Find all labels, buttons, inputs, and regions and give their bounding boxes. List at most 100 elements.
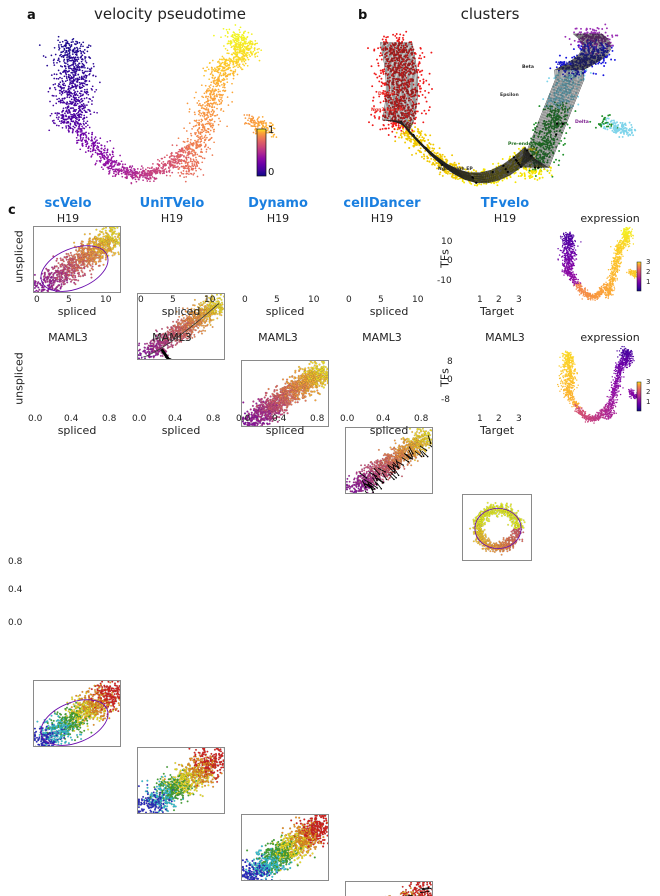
panel-a-umap-svg [25, 22, 285, 187]
expression-umap-r1 [552, 224, 642, 302]
xlabel-r1c0: spliced [32, 305, 122, 318]
exp-cb-r1-1: 1 [646, 278, 650, 286]
ylabel-r2: unspliced [13, 344, 26, 414]
phase-plot-unitvelo-maml3[interactable] [137, 747, 225, 814]
xlabel-r2c1: spliced [136, 424, 226, 437]
ytick-r1-2: 0.8 [8, 557, 22, 567]
phase-plot-celldancer-maml3[interactable] [345, 881, 433, 896]
expression-colorbar-r1 [636, 262, 644, 292]
method-title-unitvelo: UniTVelo [122, 196, 222, 211]
gene-title-r1-scvelo: H19 [18, 212, 118, 225]
gene-title-r1-tfvelo: H19 [450, 212, 560, 225]
xtick-r2c0-2: 0.8 [102, 414, 116, 424]
panel-b-umap [345, 20, 645, 190]
ytick-r2-tf-0: -8 [441, 395, 450, 405]
xlabel-r2c3: spliced [344, 424, 434, 437]
cluster-label-beta: Beta [522, 65, 534, 70]
xlabel-r1-tfvelo: Target [462, 305, 532, 318]
xlabel-r1c2: spliced [240, 305, 330, 318]
xtick-r2-tf-0: 1 [477, 414, 483, 424]
cluster-label-delta: Delta [575, 120, 589, 125]
xtick-r1c1-0: 0 [138, 295, 144, 305]
expression-umap-r2 [552, 343, 642, 425]
xlabel-r2c0: spliced [32, 424, 122, 437]
xtick-r1c1-2: 10 [204, 295, 215, 305]
xtick-r1c2-0: 0 [242, 295, 248, 305]
xtick-r1c0-0: 0 [34, 295, 40, 305]
xtick-r2c3-2: 0.8 [414, 414, 428, 424]
xtick-r2c0-1: 0.4 [64, 414, 78, 424]
xtick-r2c3-1: 0.4 [376, 414, 390, 424]
xtick-r2c2-0: 0.0 [236, 414, 250, 424]
xtick-r1c1-1: 5 [170, 295, 176, 305]
gene-title-r2-scvelo: MAML3 [18, 331, 118, 344]
exp-cb-r1-2: 2 [646, 268, 650, 276]
gene-title-r1-unitvelo: H19 [122, 212, 222, 225]
phase-plot-scvelo-maml3[interactable] [33, 680, 121, 747]
cluster-label-epsilon: Epsilon [500, 93, 519, 98]
xtick-r1c0-2: 10 [100, 295, 111, 305]
phase-plot-scvelo-h19[interactable] [33, 226, 121, 293]
exp-cb-r2-3: 3 [646, 378, 650, 386]
xtick-r2c1-1: 0.4 [168, 414, 182, 424]
gene-title-r2-tfvelo: MAML3 [450, 331, 560, 344]
ytick-r1-0: 0.0 [8, 618, 22, 628]
cluster-label-alpha: Alpha [557, 62, 572, 67]
colorbar-max-label: 1 [268, 125, 274, 136]
xlabel-r2c2: spliced [240, 424, 330, 437]
xtick-r2-tf-2: 3 [516, 414, 522, 424]
xtick-r2c1-0: 0.0 [132, 414, 146, 424]
cluster-label-ngn3-high-ep: Ngn3 high EP [438, 167, 473, 172]
ytick-r1-tf-0: -10 [437, 276, 452, 286]
ytick-r1-tf-1: 0 [447, 256, 453, 266]
cluster-label-ngn3-low-ep: Ngn3 low EP [371, 108, 403, 113]
ytick-r1-tf-2: 10 [441, 237, 452, 247]
ylabel-r1: unspliced [13, 222, 26, 292]
gene-title-r2-dynamo: MAML3 [228, 331, 328, 344]
gene-title-r1-dynamo: H19 [228, 212, 328, 225]
xtick-r1c3-2: 10 [412, 295, 423, 305]
cluster-label-ductal: Ductal [378, 92, 395, 97]
xtick-r1c0-1: 5 [66, 295, 72, 305]
panel-c-letter: c [8, 203, 16, 218]
expression-colorbar-r2 [636, 382, 644, 412]
ytick-r2-tf-1: 0 [447, 375, 453, 385]
xtick-r1c3-0: 0 [346, 295, 352, 305]
phase-plot-dynamo-maml3[interactable] [241, 814, 329, 881]
xtick-r1-tf-1: 2 [496, 295, 502, 305]
xtick-r1-tf-0: 1 [477, 295, 483, 305]
xtick-r2-tf-1: 2 [496, 414, 502, 424]
phase-plot-tfvelo-h19[interactable] [462, 494, 532, 561]
method-title-tfvelo: TFvelo [450, 196, 560, 211]
exp-cb-r1-3: 3 [646, 258, 650, 266]
xlabel-r2-tfvelo: Target [462, 424, 532, 437]
xtick-r2c0-0: 0.0 [28, 414, 42, 424]
xtick-r2c2-2: 0.8 [310, 414, 324, 424]
exp-cb-r2-1: 1 [646, 398, 650, 406]
method-title-scvelo: scVelo [18, 196, 118, 211]
gene-title-r2-unitvelo: MAML3 [122, 331, 222, 344]
xtick-r1c2-1: 5 [274, 295, 280, 305]
colorbar-min-label: 0 [268, 167, 274, 178]
xlabel-r1c3: spliced [344, 305, 434, 318]
xtick-r1c2-2: 10 [308, 295, 319, 305]
ytick-r2-tf-2: 8 [447, 357, 453, 367]
xlabel-r1c1: spliced [136, 305, 226, 318]
panel-b-umap-svg [345, 20, 645, 190]
xtick-r1-tf-2: 3 [516, 295, 522, 305]
panel-a-letter: a [27, 8, 36, 23]
gene-title-r2-celldancer: MAML3 [327, 331, 437, 344]
method-title-dynamo: Dynamo [228, 196, 328, 211]
cluster-label-pre-endocrine: Pre-endocrine [508, 142, 544, 147]
ytick-r1-1: 0.4 [8, 585, 22, 595]
method-title-celldancer: cellDancer [327, 196, 437, 211]
xtick-r2c3-0: 0.0 [340, 414, 354, 424]
exp-cb-r2-2: 2 [646, 388, 650, 396]
panel-a-title: velocity pseudotime [60, 5, 280, 23]
xtick-r2c2-1: 0.4 [272, 414, 286, 424]
phase-plot-celldancer-h19[interactable] [345, 427, 433, 494]
xtick-r2c1-2: 0.8 [206, 414, 220, 424]
gene-title-r1-celldancer: H19 [327, 212, 437, 225]
xtick-r1c3-1: 5 [378, 295, 384, 305]
panel-a-umap [25, 22, 285, 187]
